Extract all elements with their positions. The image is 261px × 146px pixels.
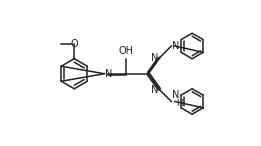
Text: N: N xyxy=(172,90,179,100)
Text: OH: OH xyxy=(119,46,134,56)
Text: O: O xyxy=(70,39,78,49)
Text: N: N xyxy=(151,85,159,95)
Text: H: H xyxy=(176,99,182,108)
Text: N: N xyxy=(151,53,159,62)
Text: N: N xyxy=(172,41,179,51)
Text: N: N xyxy=(105,69,113,79)
